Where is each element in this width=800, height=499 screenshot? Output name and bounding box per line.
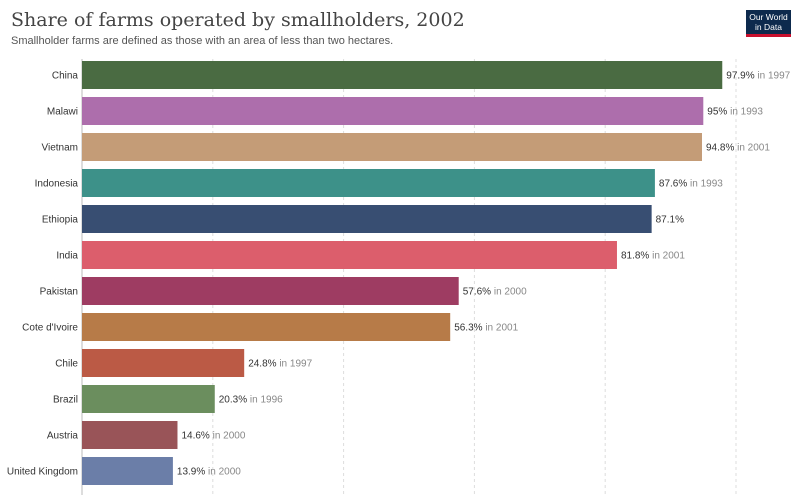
bar[interactable] [82,457,173,485]
category-label: Indonesia [35,179,79,190]
value-label: 81.8% in 2001 [621,251,685,262]
category-label: India [56,251,78,262]
value-label: 20.3% in 1996 [219,395,283,406]
value-label: 87.6% in 1993 [659,179,723,190]
value-label: 13.9% in 2000 [177,467,241,478]
bar[interactable] [82,97,704,125]
value-label: 87.1% [656,215,684,226]
category-label: Pakistan [40,287,78,298]
category-label: Ethiopia [42,215,79,226]
category-label: Cote d'Ivoire [22,323,78,334]
category-label: Vietnam [41,143,78,154]
value-label: 56.3% in 2001 [454,323,518,334]
value-label: 24.8% in 1997 [248,359,312,370]
bar[interactable] [82,421,178,449]
value-label: 94.8% in 2001 [706,143,770,154]
bar[interactable] [82,61,723,89]
bar[interactable] [82,241,617,269]
category-label: Chile [55,359,78,370]
bar[interactable] [82,385,215,413]
bar[interactable] [82,133,702,161]
bar[interactable] [82,169,655,197]
bar[interactable] [82,277,459,305]
value-label: 14.6% in 2000 [181,431,245,442]
bar[interactable] [82,205,652,233]
bar[interactable] [82,349,245,377]
chart-title: Share of farms operated by smallholders,… [11,9,465,31]
value-label: 95% in 1993 [707,107,763,118]
owid-logo[interactable]: Our World in Data [746,10,791,37]
category-label: Malawi [47,107,78,118]
logo-line-2: in Data [755,21,782,32]
logo-line-1: Our World [749,12,788,22]
bar[interactable] [82,313,451,341]
category-label: Brazil [53,395,78,406]
category-labels: China Malawi Vietnam Indonesia Ethiopia India… [7,71,79,478]
value-labels: 97.9% in 1997 95% in 1993 94.8% in 2001 87.… [177,71,791,478]
category-label: Austria [47,431,79,442]
bars [82,61,723,485]
value-label: 97.9% in 1997 [726,71,790,82]
value-label: 57.6% in 2000 [463,287,527,298]
chart-subtitle: Smallholder farms are defined as those w… [11,35,394,47]
category-label: China [52,71,79,82]
category-label: United Kingdom [7,467,78,478]
